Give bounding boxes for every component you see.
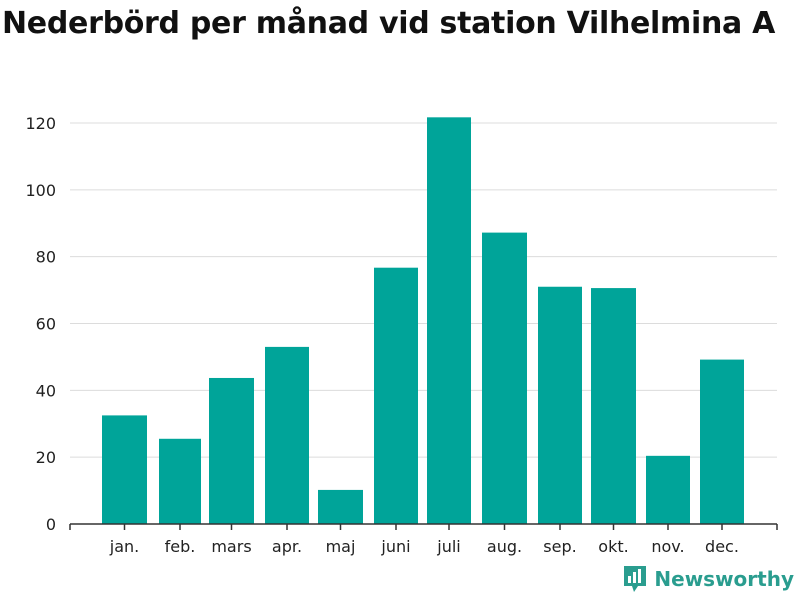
bar-6 bbox=[427, 117, 471, 525]
x-tick-label: maj bbox=[326, 537, 356, 556]
x-tick-label: dec. bbox=[705, 537, 739, 556]
x-tick-label: sep. bbox=[543, 537, 576, 556]
y-axis: 0 20 40 60 80 100 120 bbox=[25, 114, 56, 534]
x-tick-label: juni bbox=[380, 537, 410, 556]
y-tick-label: 20 bbox=[36, 448, 56, 467]
x-axis: jan. feb. mars apr. maj juni juli aug. sep. okt. n… bbox=[69, 523, 778, 556]
bar-3 bbox=[265, 346, 309, 524]
bars bbox=[102, 117, 744, 525]
x-tick-label: jan. bbox=[109, 537, 139, 556]
y-tick-label: 80 bbox=[36, 248, 56, 267]
brand-logo: Newsworthy bbox=[622, 564, 794, 594]
newsworthy-logo-icon bbox=[624, 566, 647, 592]
x-tick-label: nov. bbox=[651, 537, 684, 556]
y-tick-label: 40 bbox=[36, 381, 56, 400]
bar-2 bbox=[209, 377, 254, 524]
y-tick-label: 0 bbox=[46, 515, 56, 534]
x-tick-label: juli bbox=[436, 537, 460, 556]
bar-8 bbox=[538, 286, 582, 524]
x-tick-label: feb. bbox=[165, 537, 196, 556]
brand-name: Newsworthy bbox=[654, 567, 794, 591]
bar-0 bbox=[102, 415, 147, 524]
bar-9 bbox=[591, 288, 636, 524]
bar-5 bbox=[374, 267, 418, 524]
x-tick-label: mars bbox=[211, 537, 251, 556]
x-tick-label: okt. bbox=[598, 537, 628, 556]
chart-title: Nederbörd per månad vid station Vilhelmi… bbox=[2, 6, 776, 41]
y-tick-label: 120 bbox=[25, 114, 56, 133]
bar-10 bbox=[646, 455, 690, 524]
x-tick-label: aug. bbox=[487, 537, 522, 556]
y-tick-label: 60 bbox=[36, 315, 56, 334]
bar-11 bbox=[700, 359, 744, 524]
x-tick-label: apr. bbox=[272, 537, 302, 556]
bar-7 bbox=[482, 232, 527, 524]
gridlines bbox=[70, 122, 777, 458]
y-tick-label: 100 bbox=[25, 181, 56, 200]
bar-1 bbox=[159, 438, 201, 524]
bar-4 bbox=[318, 489, 363, 524]
